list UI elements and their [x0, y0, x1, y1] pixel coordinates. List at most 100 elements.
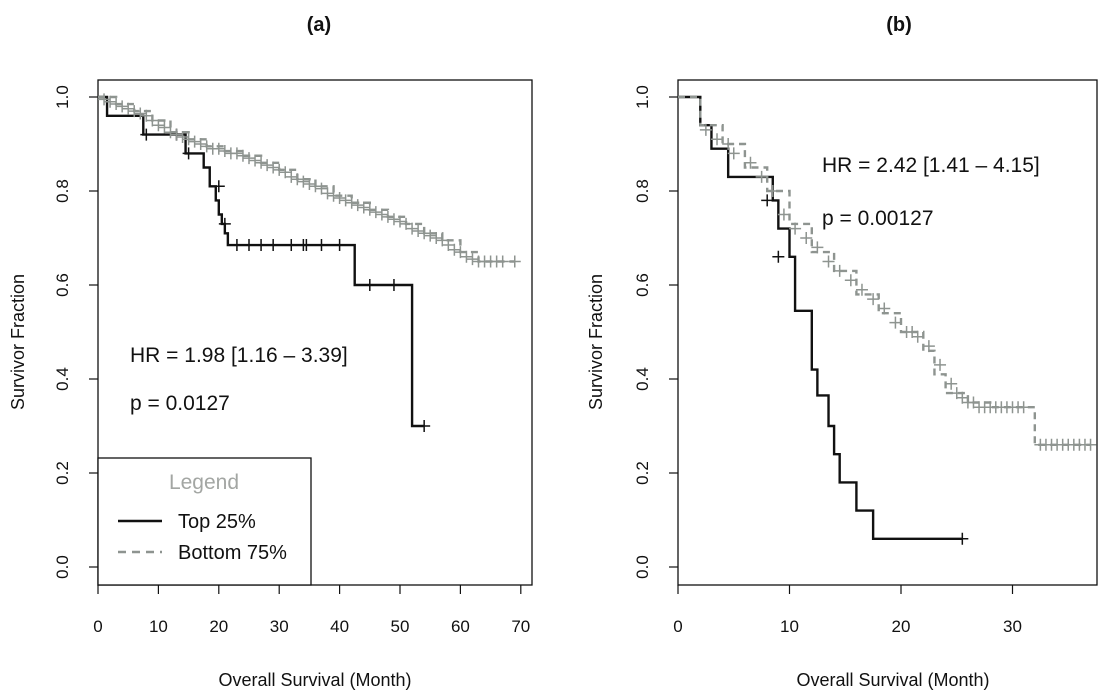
panel-a-censor-mark-top-25 [285, 239, 298, 252]
panel-a-censor-mark-bottom-75 [375, 208, 388, 221]
panel-b-plot-frame [677, 79, 1098, 586]
panel-a-censor-mark-bottom-75 [285, 170, 298, 183]
panel-b-censor-mark-bottom-75 [867, 293, 880, 306]
panel-a-censor-mark-bottom-75 [345, 196, 358, 209]
panel-b-censor-mark-bottom-75 [711, 133, 724, 146]
panel-a-censor-mark-bottom-75 [496, 255, 509, 268]
panel-a-censor-mark-top-25 [267, 239, 280, 252]
panel-b-curves [678, 95, 1097, 545]
panel-b: (b) Overall Survival (Month) Survivor Fr… [586, 14, 1098, 690]
panel-b-censor-mark-top-25 [956, 532, 969, 545]
panel-b-title: (b) [886, 14, 912, 36]
panel-b-y-tick-label-0-6: 0.6 [633, 273, 652, 297]
panel-a-censor-mark-bottom-75 [176, 130, 189, 143]
panel-b-x-tick-label-30: 30 [1003, 617, 1022, 636]
panel-a-censor-mark-bottom-75 [387, 213, 400, 226]
panel-a-y-tick-label-0-0: 0.0 [53, 555, 72, 579]
panel-a-censor-mark-top-25 [363, 279, 376, 291]
panel-a-x-tick-label-20: 20 [209, 617, 228, 636]
panel-a-censor-mark-bottom-75 [182, 133, 195, 146]
panel-a-x-axis-label: Overall Survival (Month) [218, 670, 411, 690]
panel-a-censor-mark-bottom-75 [327, 189, 340, 202]
panel-a-censor-mark-bottom-75 [146, 114, 159, 127]
panel-a-censor-mark-bottom-75 [236, 149, 249, 162]
panel-a-censor-mark-bottom-75 [333, 192, 346, 205]
panel-a-title: (a) [307, 14, 331, 36]
panel-a-censor-mark-bottom-75 [194, 138, 207, 150]
panel-a-curves [98, 93, 521, 432]
panel-a-censor-mark-bottom-75 [303, 177, 316, 190]
panel-a-censor-mark-bottom-75 [122, 102, 135, 115]
panel-b-censor-mark-bottom-75 [889, 316, 902, 329]
panel-a-y-tick-label-0-2: 0.2 [53, 461, 72, 485]
panel-b-censor-mark-bottom-75 [878, 302, 891, 315]
panel-a-censor-mark-bottom-75 [297, 175, 310, 188]
panel-b-censor-mark-bottom-75 [699, 123, 712, 136]
panel-a-censor-mark-bottom-75 [357, 201, 370, 214]
panel-a-y-tick-label-0-4: 0.4 [53, 367, 72, 391]
panel-b-censor-mark-bottom-75 [744, 156, 757, 169]
panel-a-y-axis-label: Survivor Fraction [8, 274, 28, 410]
panel-a-censor-mark-bottom-75 [412, 224, 425, 237]
panel-a-censor-mark-bottom-75 [243, 152, 255, 165]
panel-a-censor-mark-top-25 [218, 217, 231, 230]
panel-b-censor-mark-bottom-75 [800, 232, 813, 244]
panel-a-x-tick-label-40: 40 [330, 617, 349, 636]
panel-b-y-tick-label-0-0: 0.0 [633, 555, 652, 579]
panel-a-censor-mark-top-25 [243, 239, 255, 252]
panel-a-censor-mark-bottom-75 [273, 163, 286, 176]
panel-a-censor-mark-bottom-75 [255, 156, 268, 169]
panel-a-censor-mark-bottom-75 [200, 140, 213, 153]
panel-a-y-tick-label-0-8: 0.8 [53, 179, 72, 203]
panel-a-censor-mark-bottom-75 [170, 128, 183, 141]
panel-b-curve-bottom-75 [678, 95, 1091, 446]
panel-b-censor-mark-bottom-75 [822, 255, 835, 268]
panel-a-censor-mark-bottom-75 [164, 126, 177, 139]
panel-b-censor-mark-bottom-75 [1017, 401, 1030, 414]
panel-b-censor-mark-bottom-75 [934, 358, 947, 371]
panel-b-censor-mark-bottom-75 [922, 340, 935, 353]
panel-a-censor-mark-top-25 [418, 420, 431, 432]
panel-a-censor-mark-top-25 [255, 239, 268, 252]
panel-a-censor-mark-bottom-75 [267, 161, 280, 174]
panel-b-censor-mark-bottom-75 [755, 170, 768, 183]
panel-a-x-tick-label-70: 70 [511, 617, 530, 636]
panel-b-x-tick-label-20: 20 [892, 617, 911, 636]
panel-b-censor-mark-bottom-75 [811, 241, 824, 254]
panel-a-censor-mark-bottom-75 [158, 121, 171, 134]
panel-a-censor-mark-bottom-75 [369, 206, 382, 219]
panel-a-censor-mark-top-25 [212, 180, 225, 193]
panel-a-censor-mark-top-25 [333, 239, 346, 252]
panel-b-censor-mark-bottom-75 [722, 138, 735, 150]
panel-b-censor-mark-bottom-75 [833, 264, 846, 277]
panel-b-p-value: p = 0.00127 [822, 207, 934, 230]
panel-b-censor-mark-bottom-75 [855, 283, 868, 296]
panel-a-curve-top-25 [98, 95, 425, 428]
panel-b-x-axis-label: Overall Survival (Month) [796, 670, 989, 690]
panel-b-censor-mark-bottom-75 [1084, 438, 1097, 451]
panel-a-censor-mark-bottom-75 [363, 203, 376, 216]
panel-a-censor-mark-bottom-75 [424, 229, 437, 242]
panel-a-p-value: p = 0.0127 [130, 392, 230, 415]
panel-a-censor-mark-bottom-75 [98, 93, 111, 106]
panel-a-censor-mark-bottom-75 [400, 217, 413, 230]
panel-a-curve-bottom-75 [98, 95, 515, 263]
panel-a-x-tick-label-10: 10 [149, 617, 168, 636]
legend: Legend Top 25% Bottom 75% [97, 457, 312, 586]
panel-b-y-tick-label-0-2: 0.2 [633, 461, 652, 485]
panel-b-hazard-ratio: HR = 2.42 [1.41 – 4.15] [822, 154, 1040, 177]
panel-a-x-tick-label-0: 0 [93, 617, 102, 636]
panel-a-censor-mark-top-25 [230, 239, 243, 252]
panel-a-censor-mark-bottom-75 [110, 98, 123, 111]
panel-b-censor-mark-top-25 [761, 194, 774, 207]
panel-a-plot-frame [97, 79, 533, 586]
panel-a-censor-mark-top-25 [182, 147, 195, 160]
panel-a-censor-mark-bottom-75 [339, 194, 352, 207]
panel-a-censor-mark-bottom-75 [128, 105, 141, 118]
panel-b-censor-mark-bottom-75 [777, 208, 790, 221]
panel-a-censor-mark-bottom-75 [230, 147, 243, 160]
panel-a-censor-mark-bottom-75 [309, 180, 322, 193]
panel-a-censor-mark-bottom-75 [218, 145, 231, 158]
legend-entry-top-25: Top 25% [178, 511, 256, 533]
